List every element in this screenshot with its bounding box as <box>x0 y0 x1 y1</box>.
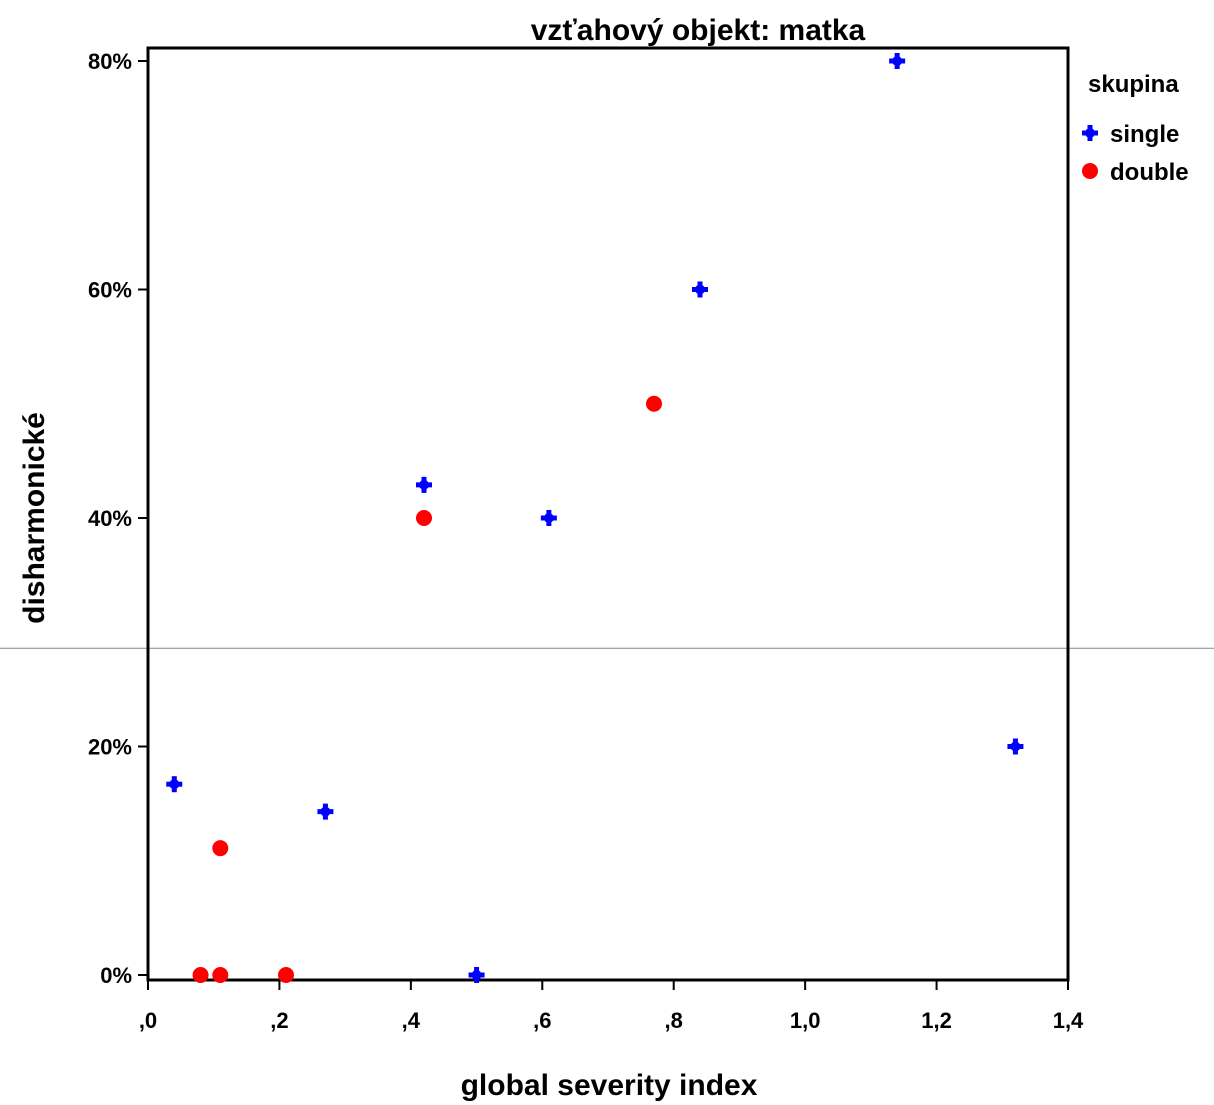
point-single <box>416 476 432 493</box>
y-axis: 0% 20% 40% 60% 80% <box>88 49 148 988</box>
x-axis-label: global severity index <box>461 1069 758 1102</box>
y-tick-label: 40% <box>88 506 132 531</box>
legend: skupina single double <box>1082 71 1189 186</box>
point-single <box>540 510 557 526</box>
point-double <box>416 510 432 526</box>
legend-marker-double <box>1082 163 1098 179</box>
legend-label-single: single <box>1110 121 1179 148</box>
plot-frame <box>146 46 1070 982</box>
y-tick-label: 80% <box>88 49 132 74</box>
x-tick-label: ,0 <box>139 1008 157 1033</box>
x-axis: ,0 ,2 ,4 ,6 ,8 1,0 1,2 1,4 <box>139 980 1084 1033</box>
point-single <box>692 281 708 298</box>
x-tick-label: 1,0 <box>790 1008 821 1033</box>
legend-title: skupina <box>1088 71 1179 98</box>
data-points <box>166 53 1024 983</box>
point-single <box>166 776 183 793</box>
point-double <box>212 967 229 983</box>
x-tick-label: ,4 <box>402 1008 421 1033</box>
y-tick-label: 0% <box>100 963 132 988</box>
legend-marker-single <box>1082 125 1098 141</box>
point-double <box>212 840 229 857</box>
legend-label-double: double <box>1110 159 1189 186</box>
y-axis-label: disharmonické <box>18 412 51 624</box>
point-single <box>468 967 485 983</box>
point-single <box>1007 738 1024 755</box>
chart-title: vzťahový objekt: matka <box>531 14 866 47</box>
point-double <box>192 967 209 983</box>
y-tick-label: 60% <box>88 278 132 303</box>
x-tick-label: 1,4 <box>1053 1008 1084 1033</box>
x-tick-label: ,6 <box>533 1008 551 1033</box>
x-tick-label: 1,2 <box>921 1008 952 1033</box>
point-double <box>646 395 662 412</box>
point-single <box>317 803 334 820</box>
point-double <box>278 967 294 983</box>
y-tick-label: 20% <box>88 735 132 760</box>
x-tick-label: ,2 <box>270 1008 288 1033</box>
x-tick-label: ,8 <box>665 1008 683 1033</box>
point-single <box>889 53 906 69</box>
